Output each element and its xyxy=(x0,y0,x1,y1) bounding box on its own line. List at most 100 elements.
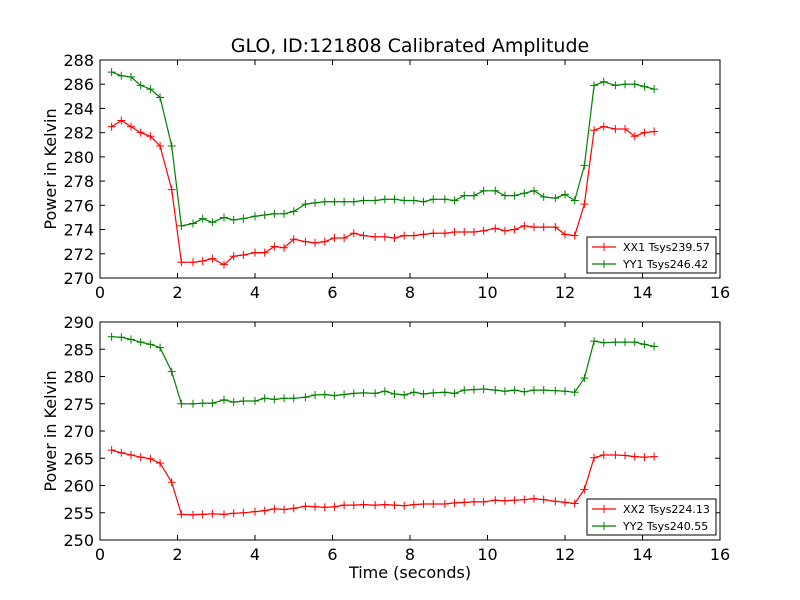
panel1-series-2-point xyxy=(260,211,269,220)
panel2-series-1-point xyxy=(270,504,279,513)
panel2-xtick-label: 8 xyxy=(405,545,415,564)
panel1-series-1-line xyxy=(111,119,655,266)
panel2-ytick-label: 275 xyxy=(63,395,94,414)
panel1-series-2-point xyxy=(359,196,368,205)
panel1-series-1-point xyxy=(491,224,500,233)
panel2-series-1-point xyxy=(450,498,459,507)
panel2-series-2-point xyxy=(400,391,409,400)
panel1-series-2-point xyxy=(136,81,145,90)
panel1-ytick-label: 282 xyxy=(63,124,94,143)
panel2-series-1-point xyxy=(198,510,207,519)
panel2-series-1-point xyxy=(419,500,428,509)
panel2-series-2-point xyxy=(359,388,368,397)
panel1-series-1-point xyxy=(570,231,579,240)
panel2-series-1-point xyxy=(539,495,548,504)
panel1-series-2-point xyxy=(380,195,389,204)
panel1-series-1-point xyxy=(330,234,339,243)
panel2-xtick-label: 6 xyxy=(327,545,337,564)
panel2-series-1-point xyxy=(580,485,589,494)
panel2-series-2-point xyxy=(198,399,207,408)
panel1-series-2-point xyxy=(429,195,438,204)
panel2-series-2-point xyxy=(239,397,248,406)
panel2-series-1-point xyxy=(510,496,519,505)
panel1-xtick-label: 4 xyxy=(250,283,260,302)
panel1-ytick-label: 288 xyxy=(63,51,94,70)
panel2-series-1-point xyxy=(260,506,269,515)
panel2-series-2-point xyxy=(429,388,438,397)
panel1-series-1-point xyxy=(198,257,207,266)
panel2-series-1-point xyxy=(208,509,217,518)
panel2-series-2-point xyxy=(650,342,659,351)
panel1-series-1-point xyxy=(117,116,126,125)
panel1-series-2-point xyxy=(491,186,500,195)
panel2-xtick-label: 14 xyxy=(632,545,652,564)
panel2-series-1-point xyxy=(220,510,228,519)
panel2-series-2-point xyxy=(500,387,509,396)
panel2-series-1-line xyxy=(111,449,655,516)
panel2-xtick-label: 2 xyxy=(172,545,182,564)
panel1-series-1-point xyxy=(371,232,380,241)
panel2-series-1-point xyxy=(590,453,599,462)
panel1-series-1-point xyxy=(289,235,298,244)
panel2-ytick-label: 255 xyxy=(63,504,94,523)
panel2-series-2-point xyxy=(260,394,269,403)
panel1-xtick-label: 16 xyxy=(710,283,730,302)
panel2-series-2-point xyxy=(630,338,639,347)
panel2-series-1-point xyxy=(167,478,176,487)
panel2-series-2-point xyxy=(539,386,548,395)
panel2-ytick-label: 250 xyxy=(63,531,94,550)
panel1-series-2-point xyxy=(611,81,620,90)
panel2-series-1-point xyxy=(251,507,259,516)
panel2-series-2-point xyxy=(289,394,298,403)
panel1-series-2-point xyxy=(440,195,449,204)
panel1-series-2-point xyxy=(460,191,469,200)
panel2-series-1-point xyxy=(429,500,438,509)
chart-title: GLO, ID:121808 Calibrated Amplitude xyxy=(231,35,589,57)
panel1-series-1-point xyxy=(561,230,569,239)
panel1-series-2-point xyxy=(371,196,380,205)
panel2-series-1-point xyxy=(599,450,608,459)
panel1-series-1-point xyxy=(239,250,248,259)
panel1-series-1-point xyxy=(349,229,358,238)
panel1-series-1-point xyxy=(340,234,349,243)
panel2-series-2-point xyxy=(570,388,579,397)
panel2-series-1-point xyxy=(630,452,639,461)
panel1-series-2-point xyxy=(167,141,176,150)
panel2-series-1-point xyxy=(107,446,116,455)
panel2-ylabel: Power in Kelvin xyxy=(41,370,60,491)
panel1-series-1-point xyxy=(127,122,135,131)
panel2-series-2-point xyxy=(460,386,469,395)
panel1-series-2-point xyxy=(198,214,207,223)
panel1-ytick-label: 276 xyxy=(63,196,94,215)
panel2-series-2-point xyxy=(469,385,478,394)
panel1-series-1-point xyxy=(409,231,418,240)
panel1-series-1-point xyxy=(189,258,197,267)
panel1-series-1-point xyxy=(177,258,186,267)
panel2-series-2-point xyxy=(491,386,500,395)
panel1-series-2-point xyxy=(220,213,228,222)
panel1-series-2-point xyxy=(650,85,659,94)
panel1-xtick-label: 14 xyxy=(632,283,652,302)
panel2-series-1-point xyxy=(371,501,380,510)
panel1-series-2-point xyxy=(229,215,238,224)
panel2-series-1-point xyxy=(460,498,469,507)
panel1-series-2-point xyxy=(520,189,529,198)
panel1-legend-box xyxy=(586,236,717,274)
panel1-ytick-label: 284 xyxy=(63,99,94,118)
panel1-series-2-point xyxy=(590,81,599,90)
panel1-series-1-point xyxy=(640,128,649,137)
panel2-series-2-point xyxy=(551,386,560,395)
panel2-series-2-point xyxy=(156,343,165,352)
panel1-series-1-point xyxy=(301,237,310,246)
panel2-series-2-point xyxy=(229,398,238,407)
panel2-series-1-point xyxy=(330,502,339,511)
panel1-series-1-point xyxy=(460,227,469,236)
panel1-series-2-point xyxy=(570,196,579,205)
panel2-series-1-point xyxy=(390,501,399,510)
panel2-series-2-point xyxy=(167,367,176,376)
panel2-series-1-point xyxy=(117,448,126,457)
panel2-series-2-point xyxy=(640,340,649,349)
panel2-series-2-point xyxy=(340,390,349,399)
panel1-series-1-point xyxy=(630,132,639,141)
panel1-legend-label-1: XX1 Tsys239.57 xyxy=(623,241,710,254)
